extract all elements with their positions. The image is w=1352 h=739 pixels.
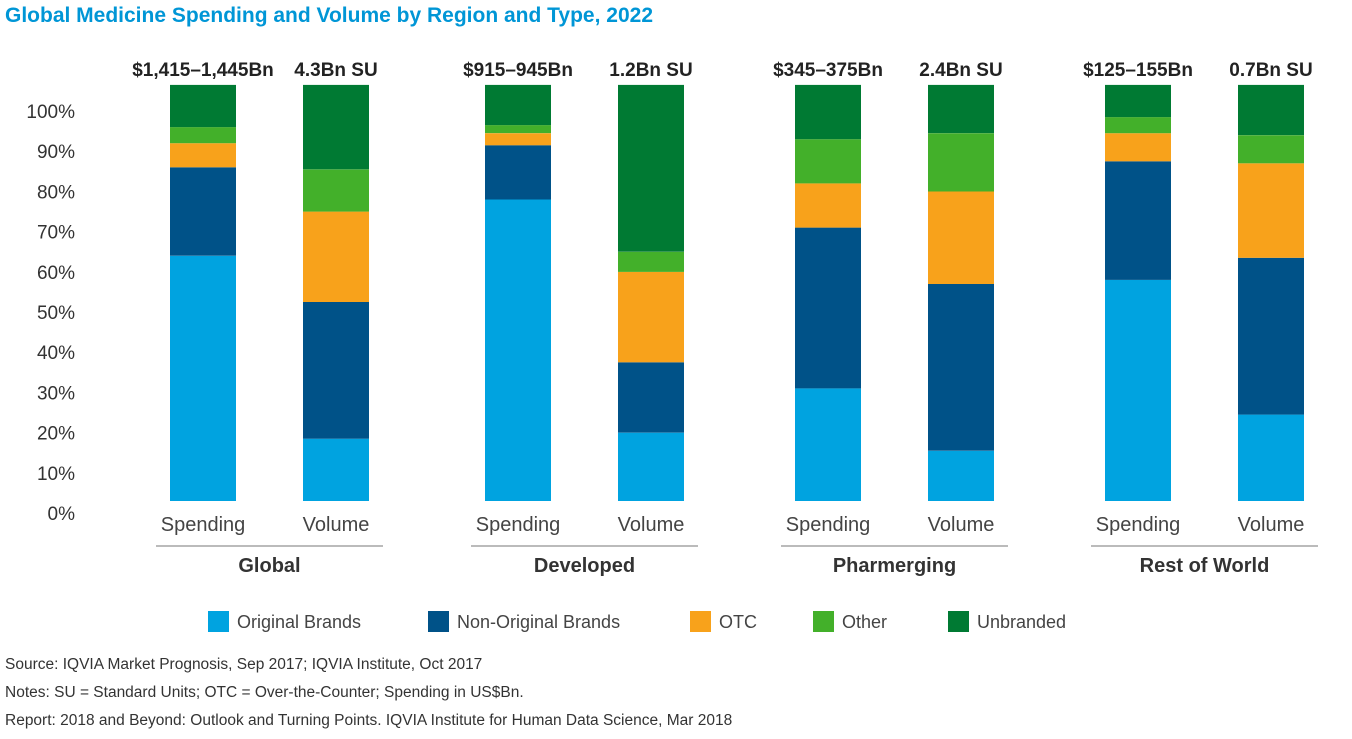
bar-segment-unbranded [795, 84, 861, 140]
bar-total-label: $1,415–1,445Bn [132, 60, 274, 81]
bar-segment-non-original-brands [618, 362, 684, 433]
bar-segment-unbranded [618, 84, 684, 252]
group-label: Developed [534, 555, 635, 577]
bar-segment-original-brands [1105, 279, 1171, 501]
bar-segment-otc [170, 143, 236, 168]
legend-item: Other [813, 611, 887, 632]
legend-swatch [948, 611, 969, 632]
bar-segment-otc [928, 191, 994, 284]
y-tick-label: 30% [37, 383, 75, 404]
y-axis: 0% 10% 20% 30% 40% 50% 60% 70% 80% 90% 100% [26, 102, 75, 525]
y-tick-label: 0% [48, 504, 76, 525]
bar-segment-unbranded [1105, 84, 1171, 118]
bar-category-label: Volume [928, 514, 995, 536]
legend: Original Brands Non-Original Brands OTC Oth… [208, 611, 1066, 632]
legend-swatch [690, 611, 711, 632]
bar-category-label: Spending [786, 514, 871, 536]
bar-segment-otc [618, 271, 684, 363]
legend-label: OTC [719, 612, 757, 632]
legend-label: Non-Original Brands [457, 612, 620, 632]
bar-segment-non-original-brands [795, 227, 861, 389]
bar-segment-non-original-brands [170, 167, 236, 256]
legend-swatch [428, 611, 449, 632]
bar-segment-unbranded [170, 84, 236, 128]
legend-swatch [813, 611, 834, 632]
bar-segment-original-brands [795, 388, 861, 501]
legend-label: Unbranded [977, 612, 1066, 632]
bar-segment-other [170, 127, 236, 144]
y-tick-label: 80% [37, 182, 75, 203]
bar-segment-otc [1238, 163, 1304, 258]
group-label: Pharmerging [833, 555, 956, 577]
group-label: Rest of World [1140, 555, 1270, 577]
bar-segment-otc [795, 183, 861, 228]
y-tick-label: 70% [37, 223, 75, 244]
group-rest-of-world: $125–155Bn Spending 0.7Bn SU Volume Rest of … [1083, 60, 1318, 577]
y-tick-label: 100% [26, 102, 75, 123]
bar-segment-unbranded [485, 84, 551, 126]
bar-category-label: Spending [1096, 514, 1181, 536]
report-citation: Report: 2018 and Beyond: Outlook and Tur… [5, 712, 733, 729]
bar-category-label: Volume [1238, 514, 1305, 536]
bar-segment-original-brands [1238, 414, 1304, 501]
bar-segment-original-brands [170, 255, 236, 501]
bar-segment-original-brands [928, 450, 994, 501]
bar-segment-original-brands [485, 199, 551, 501]
bar-total-label: $915–945Bn [463, 60, 573, 81]
group-pharmerging: $345–375Bn Spending 2.4Bn SU Volume Pharmerg… [773, 60, 1008, 577]
chart-title: Global Medicine Spending and Volume by R… [5, 4, 653, 27]
legend-item: Unbranded [948, 611, 1066, 632]
bar-segment-non-original-brands [1238, 257, 1304, 415]
group-label: Global [238, 555, 300, 577]
bar-segment-original-brands [303, 438, 369, 501]
chart: Global Medicine Spending and Volume by R… [5, 4, 1318, 632]
group-developed: $915–945Bn Spending 1.2Bn SU Volume Develope… [463, 60, 698, 577]
bar-segment-other [1238, 135, 1304, 164]
bar-total-label: 2.4Bn SU [919, 60, 1002, 81]
y-tick-label: 50% [37, 303, 75, 324]
bar-segment-unbranded [928, 84, 994, 134]
bar-segment-otc [485, 133, 551, 146]
bar-segment-otc [1105, 133, 1171, 162]
y-tick-label: 60% [37, 263, 75, 284]
bar-segment-non-original-brands [485, 145, 551, 200]
legend-swatch [208, 611, 229, 632]
bar-total-label: $125–155Bn [1083, 60, 1193, 81]
bar-segment-other [795, 139, 861, 184]
y-tick-label: 20% [37, 424, 75, 445]
group-global: $1,415–1,445Bn Spending 4.3Bn SU VolumeGlob… [132, 60, 383, 577]
bar-segment-other [1105, 117, 1171, 134]
source-note: Source: IQVIA Market Prognosis, Sep 2017… [5, 656, 483, 673]
bar-segment-unbranded [1238, 84, 1304, 136]
legend-label: Original Brands [237, 612, 361, 632]
bar-segment-other [618, 251, 684, 272]
bar-segment-original-brands [618, 432, 684, 501]
legend-label: Other [842, 612, 887, 632]
bar-segment-other [928, 133, 994, 192]
bar-segment-other [485, 125, 551, 134]
bar-segment-non-original-brands [303, 302, 369, 439]
legend-item: Non-Original Brands [428, 611, 620, 632]
bar-category-label: Spending [161, 514, 246, 536]
y-tick-label: 90% [37, 142, 75, 163]
bar-category-label: Spending [476, 514, 561, 536]
bar-segment-otc [303, 211, 369, 302]
bar-category-label: Volume [618, 514, 685, 536]
bar-total-label: $345–375Bn [773, 60, 883, 81]
bar-total-label: 0.7Bn SU [1229, 60, 1312, 81]
notes-text: Notes: SU = Standard Units; OTC = Over-t… [5, 684, 524, 701]
bar-category-label: Volume [303, 514, 370, 536]
legend-item: Original Brands [208, 611, 361, 632]
bar-segment-non-original-brands [928, 283, 994, 451]
bar-total-label: 1.2Bn SU [609, 60, 692, 81]
bar-total-label: 4.3Bn SU [294, 60, 377, 81]
bar-segment-unbranded [303, 84, 369, 170]
y-tick-label: 10% [37, 464, 75, 485]
legend-item: OTC [690, 611, 757, 632]
bar-segment-other [303, 169, 369, 212]
bar-segment-non-original-brands [1105, 161, 1171, 280]
y-tick-label: 40% [37, 343, 75, 364]
